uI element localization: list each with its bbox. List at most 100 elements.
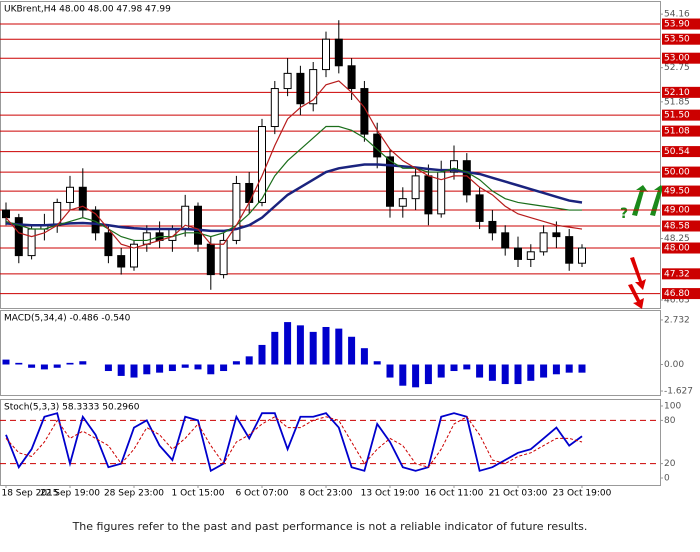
macd-bar (2, 359, 10, 365)
x-tick-label: 23 Oct 19:00 (553, 489, 612, 499)
y-tick-label: -1.627 (664, 387, 693, 397)
candle-body (27, 228, 36, 257)
y-tick-label: 52.75 (664, 63, 690, 73)
x-tick-label: 13 Oct 19:00 (361, 489, 420, 499)
candle-body (334, 38, 343, 67)
macd-bar (476, 364, 484, 378)
indicator-line (5, 416, 583, 468)
macd-bar (552, 364, 560, 375)
macd-bar (488, 364, 496, 381)
level-label-bg (662, 220, 700, 232)
candle-body (398, 198, 407, 207)
macd-bar (386, 364, 394, 378)
candle-body (322, 38, 330, 71)
candle-body (14, 217, 23, 257)
panel-title: MACD(5,34,4) -0.486 -0.540 (4, 314, 131, 324)
level-label-bg (662, 288, 700, 300)
level-label: 47.32 (664, 269, 690, 279)
macd-bar (296, 325, 304, 365)
candle-body (539, 232, 548, 253)
macd-bar (53, 364, 61, 368)
x-tick-label: 18 Sep 2015 (1, 489, 58, 499)
macd-bar (168, 364, 176, 372)
candle-body (424, 175, 433, 215)
indicator-line (5, 163, 583, 233)
y-tick-label: 51.85 (664, 97, 690, 107)
macd-bar (181, 364, 189, 368)
x-tick-label: 28 Sep 23:00 (104, 489, 164, 499)
y-tick-label: 2.732 (664, 315, 690, 325)
y-tick-label: 48.25 (664, 234, 690, 244)
macd-bar (322, 326, 330, 365)
macd-bar (66, 362, 74, 365)
candle-body (296, 72, 305, 105)
level-label: 51.08 (664, 127, 690, 137)
y-tick-label: 46.63 (664, 296, 690, 306)
x-tick-label: 21 Oct 03:00 (489, 489, 548, 499)
level-label-bg (662, 33, 700, 45)
candle-body (462, 160, 471, 196)
level-label: 50.54 (664, 147, 690, 157)
macd-bar (245, 356, 253, 365)
macd-bar (271, 331, 279, 365)
level-label: 51.50 (664, 111, 690, 121)
disclaimer: The figures refer to the past and past p… (72, 520, 588, 533)
macd-bar (412, 364, 420, 388)
macd-bar (348, 336, 356, 365)
level-label: 53.90 (664, 20, 690, 30)
macd-bar (463, 364, 471, 370)
candle-body (386, 156, 394, 207)
candle-body (514, 247, 522, 260)
candle-body (104, 232, 113, 257)
candle-body (488, 220, 497, 234)
candle-body (373, 133, 382, 158)
level-label: 49.50 (664, 187, 690, 197)
question-mark: ? (620, 206, 628, 222)
macd-bar (15, 362, 23, 365)
level-label: 50.00 (664, 168, 690, 178)
candle-body (475, 194, 484, 222)
level-label-bg (662, 242, 700, 254)
level-label-bg (662, 125, 700, 137)
macd-bar (437, 364, 445, 378)
macd-bar (156, 364, 164, 373)
candle-body (194, 205, 202, 245)
macd-bar (565, 364, 573, 373)
macd-bar (373, 361, 381, 365)
candle-body (117, 255, 126, 268)
x-tick-label: 8 Oct 23:00 (300, 489, 353, 499)
level-label-bg (662, 109, 700, 121)
y-tick-label: 80 (664, 416, 676, 426)
y-tick-label: 0.00 (664, 360, 684, 370)
candle-body (142, 232, 151, 245)
candle-body (258, 126, 266, 203)
candle-body (411, 175, 420, 200)
panel-frames (0, 1, 661, 486)
macd-bar (194, 364, 202, 370)
macd-bar (360, 348, 368, 365)
level-label: 49.00 (664, 206, 690, 216)
macd-bar (309, 331, 317, 365)
macd-bar (258, 344, 266, 365)
level-label: 46.80 (664, 289, 690, 299)
level-label-bg (662, 146, 700, 158)
macd-bar (28, 364, 36, 368)
level-label-bg (662, 18, 700, 30)
y-tick-label: 20 (664, 459, 676, 469)
panel-title: Stoch(5,3,3) 58.3333 50.2960 (4, 403, 140, 413)
indicator-line (5, 80, 583, 249)
macd-bar (117, 364, 125, 376)
level-label: 48.00 (664, 244, 690, 254)
macd-bar (207, 364, 215, 375)
level-label-bg (662, 204, 700, 216)
macd-bar (578, 364, 586, 373)
down-arrow (628, 284, 644, 309)
level-label: 53.00 (664, 54, 690, 64)
candle-body (578, 247, 586, 264)
x-tick-label: 6 Oct 07:00 (236, 489, 289, 499)
level-label-bg (662, 185, 700, 197)
y-tick-label: 54.16 (664, 10, 690, 20)
macd-bar (540, 364, 548, 378)
panel-title: UKBrent,H4 48.00 48.00 47.98 47.99 (4, 5, 171, 15)
